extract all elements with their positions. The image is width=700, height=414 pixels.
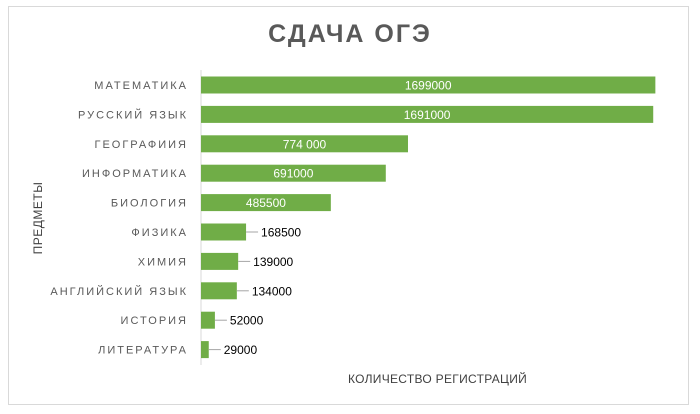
data-label: 1691000 [404, 108, 451, 122]
bar [201, 311, 215, 329]
data-label: 134000 [252, 284, 292, 298]
bar [201, 282, 237, 300]
category-label: ИСТОРИЯ [121, 315, 188, 327]
category-label: РУССКИЙ ЯЗЫК [78, 108, 188, 121]
category-label: ИНФОРМАТИКА [82, 168, 188, 180]
bar [201, 164, 386, 182]
bar [201, 135, 408, 153]
bar [201, 76, 656, 94]
category-label: ХИМИЯ [138, 256, 188, 268]
data-label: 168500 [261, 226, 301, 240]
bar [201, 194, 331, 212]
category-label: МАТЕМАТИКА [94, 80, 188, 92]
bar [201, 223, 247, 241]
chart-title: СДАЧА ОГЭ [268, 20, 432, 48]
category-label: АНГЛИЙСКИЙ ЯЗЫК [50, 285, 188, 298]
data-label: 774 000 [283, 137, 327, 151]
category-label: ГЕОГРАФИИЯ [95, 139, 189, 151]
bar [201, 341, 209, 359]
data-label: 29000 [224, 343, 258, 357]
category-label: БИОЛОГИЯ [111, 198, 188, 210]
data-label: 485500 [246, 196, 286, 210]
data-label: 1699000 [405, 79, 452, 93]
bar [201, 105, 654, 123]
chart-frame [8, 6, 689, 405]
category-label: ЛИТЕРАТУРА [98, 345, 188, 357]
category-label: ФИЗИКА [131, 227, 188, 239]
bar [201, 252, 239, 270]
data-label: 52000 [230, 314, 264, 328]
data-label: 691000 [273, 167, 313, 181]
x-axis-label: КОЛИЧЕСТВО РЕГИСТРАЦИЙ [347, 372, 528, 386]
data-label: 139000 [253, 255, 293, 269]
